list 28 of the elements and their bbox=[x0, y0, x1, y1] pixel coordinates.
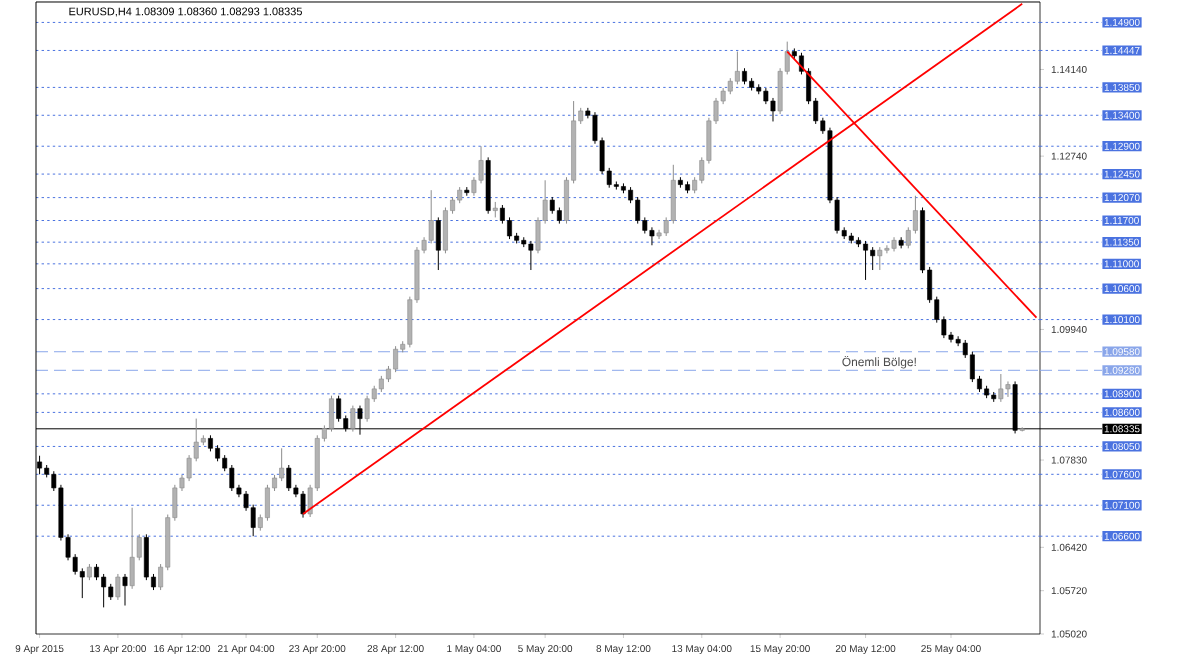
candlestick bbox=[329, 395, 334, 433]
candlestick bbox=[143, 533, 149, 581]
candlestick bbox=[350, 405, 356, 433]
candlestick bbox=[364, 395, 370, 423]
candlestick bbox=[393, 345, 399, 373]
candlestick bbox=[528, 240, 534, 271]
candlestick bbox=[129, 507, 135, 590]
candlestick bbox=[229, 464, 235, 492]
candlestick bbox=[115, 573, 121, 601]
candlestick bbox=[877, 246, 883, 271]
candlestick bbox=[870, 246, 876, 271]
candlestick bbox=[734, 51, 740, 85]
candlestick bbox=[863, 240, 868, 281]
candlestick bbox=[435, 216, 441, 271]
candlestick bbox=[300, 490, 306, 519]
candlestick bbox=[122, 573, 128, 607]
candlestick bbox=[286, 464, 292, 492]
candlestick bbox=[101, 573, 107, 608]
candlestick bbox=[649, 226, 655, 246]
candlestick bbox=[955, 335, 961, 347]
candlestick bbox=[279, 447, 285, 482]
candlestick bbox=[998, 373, 1004, 403]
candlestick bbox=[264, 484, 270, 522]
candlestick bbox=[443, 207, 448, 254]
candlestick bbox=[884, 244, 890, 254]
candlestick bbox=[336, 395, 342, 423]
candlestick bbox=[1005, 380, 1011, 398]
candlestick bbox=[635, 196, 641, 225]
